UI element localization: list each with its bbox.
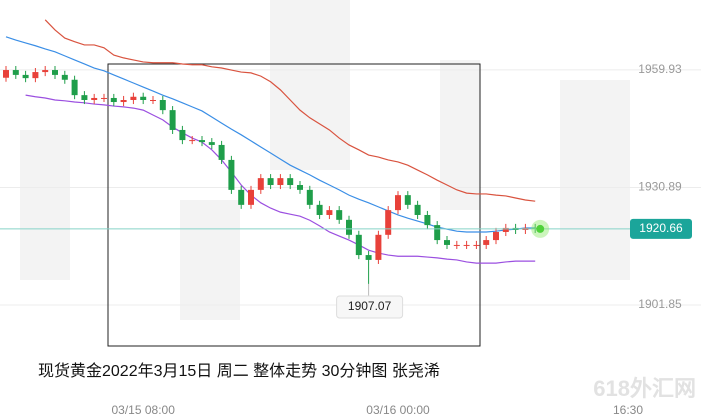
candle-body (257, 178, 264, 190)
candle-body (463, 244, 470, 246)
candle-body (385, 210, 392, 235)
candle-body (326, 210, 333, 215)
x-tick-label: 03/16 00:00 (366, 403, 430, 417)
candle-body (22, 74, 29, 79)
background-pattern (20, 0, 630, 320)
candle-body (101, 97, 107, 99)
candle-body (483, 240, 490, 245)
candle-body (91, 97, 98, 100)
candle-body (502, 227, 509, 232)
x-tick-label: 16:30 (613, 403, 643, 417)
candle-body (267, 178, 274, 186)
candle-body (424, 214, 431, 226)
candle-body (306, 189, 313, 205)
candle-body (297, 185, 303, 190)
candle-body (81, 95, 88, 100)
last-price-box (630, 218, 692, 239)
candle-body (42, 70, 49, 73)
y-tick-label: 1930.89 (638, 180, 682, 194)
candle-body (375, 234, 382, 260)
low-label: 1907.07 (348, 299, 392, 313)
x-tick-label: 03/15 08:00 (111, 403, 175, 417)
candle-body (395, 195, 401, 211)
candle-body (12, 70, 19, 75)
candle-body (3, 70, 9, 78)
candle-body (238, 189, 245, 205)
y-tick-label: 1901.85 (638, 297, 682, 311)
candle-body (199, 140, 205, 143)
last-price-label: 1920.66 (639, 221, 683, 235)
candle-body (228, 159, 235, 190)
caption: 现货黄金2022年3月15日 周二 整体走势 30分钟图 张尧浠 (38, 362, 440, 380)
candle-body (110, 97, 117, 103)
candle-body (248, 189, 254, 205)
candle-body (473, 244, 480, 246)
low-label-box (336, 295, 404, 319)
candle-body (453, 244, 460, 246)
candle-body (404, 195, 411, 205)
candle-body (71, 79, 78, 96)
candle-body (346, 219, 352, 235)
candle-body (32, 72, 39, 79)
candle-body (444, 240, 450, 245)
candle-body (159, 100, 166, 111)
candle-body (208, 142, 215, 145)
candle-body (150, 100, 156, 101)
candle-body (169, 110, 176, 130)
candle-body (120, 100, 127, 103)
candle-body (493, 231, 499, 241)
candle-body (218, 144, 225, 160)
candle-body (61, 74, 68, 80)
candle-body (336, 210, 343, 220)
y-tick-label: 1959.93 (638, 62, 682, 76)
candle-body (52, 70, 58, 75)
candle-body (287, 178, 294, 186)
candle-body (434, 225, 441, 241)
candle-body (316, 204, 323, 215)
candle-body (130, 96, 137, 100)
candle-body (277, 178, 284, 186)
candle-body (179, 129, 186, 141)
overlay-line (44, 19, 536, 202)
candle-body (414, 204, 421, 215)
candle-body (140, 96, 147, 100)
candle-body (365, 255, 372, 260)
highlight-box (107, 63, 481, 347)
candle-body (189, 140, 196, 142)
candle-body (355, 234, 362, 256)
overlay-line (25, 94, 536, 264)
last-price-dot (536, 224, 545, 233)
watermark: 618外汇网 (593, 376, 696, 401)
